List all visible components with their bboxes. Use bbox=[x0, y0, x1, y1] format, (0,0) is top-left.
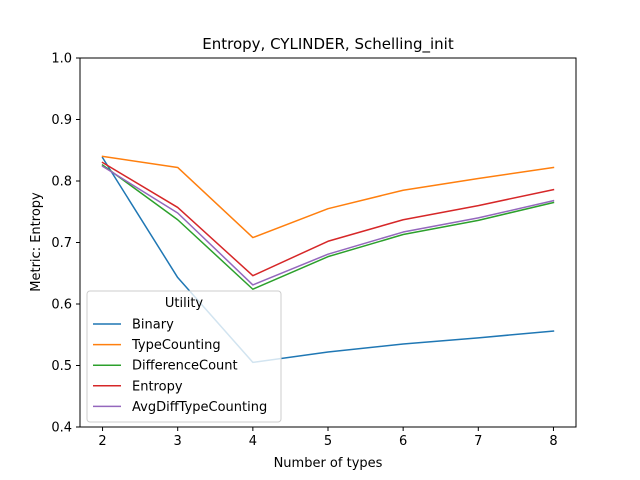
legend-label: Binary bbox=[132, 318, 174, 333]
y-tick-label: 0.5 bbox=[51, 359, 72, 374]
series-line-binary bbox=[101, 156, 555, 364]
legend-label: DifferenceCount bbox=[132, 359, 238, 374]
y-tick-label: 0.7 bbox=[51, 236, 72, 251]
x-tick-label: 2 bbox=[98, 434, 106, 449]
x-tick-label: 8 bbox=[549, 434, 557, 449]
legend: Utility Binary TypeCounting DifferenceCount… bbox=[86, 290, 282, 423]
series-line-typecounting bbox=[101, 155, 555, 239]
x-axis: 2 3 4 5 6 7 8 bbox=[98, 427, 558, 449]
y-tick-label: 0.8 bbox=[51, 175, 72, 190]
series-line-differencecount bbox=[101, 163, 555, 290]
x-tick-label: 3 bbox=[174, 434, 182, 449]
series-line-entropy bbox=[101, 161, 555, 277]
y-axis: 0.4 0.5 0.6 0.7 0.8 0.9 1.0 bbox=[51, 52, 80, 436]
y-tick-label: 0.4 bbox=[51, 421, 72, 436]
y-tick-label: 0.6 bbox=[51, 298, 72, 313]
legend-label: Entropy bbox=[132, 379, 183, 394]
series-line-avgdifftypecounting bbox=[101, 165, 555, 286]
legend-label: AvgDiffTypeCounting bbox=[132, 400, 267, 415]
y-tick-label: 1.0 bbox=[51, 52, 72, 67]
chart-title: Entropy, CYLINDER, Schelling_init bbox=[202, 35, 454, 54]
x-axis-label: Number of types bbox=[274, 456, 383, 471]
y-axis-label: Metric: Entropy bbox=[29, 192, 44, 292]
x-tick-label: 5 bbox=[324, 434, 332, 449]
plot-lines bbox=[101, 155, 555, 364]
x-tick-label: 4 bbox=[249, 434, 257, 449]
legend-box bbox=[86, 290, 282, 423]
x-tick-label: 7 bbox=[474, 434, 482, 449]
legend-title: Utility bbox=[165, 296, 204, 311]
x-tick-label: 6 bbox=[399, 434, 407, 449]
legend-label: TypeCounting bbox=[131, 338, 221, 353]
y-tick-label: 0.9 bbox=[51, 113, 72, 128]
